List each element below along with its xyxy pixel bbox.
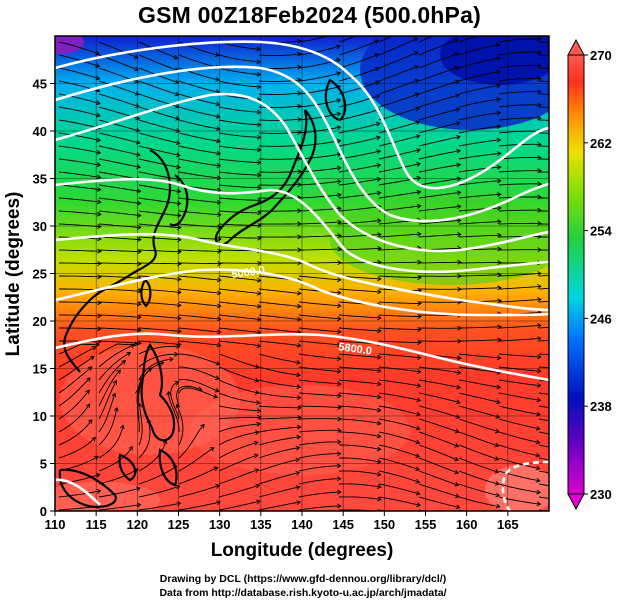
y-tick-label: 15: [33, 362, 47, 377]
x-tick-label: 115: [86, 517, 107, 532]
y-tick-label: 25: [33, 267, 47, 282]
x-tick-label: 130: [209, 517, 231, 532]
colorbar-tick-label: 238: [590, 399, 612, 414]
chart-title: GSM 00Z18Feb2024 (500.0hPa): [138, 2, 481, 28]
y-tick-label: 35: [33, 172, 47, 187]
contour-labels: 5000.0 5800.0: [231, 264, 373, 357]
colorbar-scale: [567, 54, 585, 495]
y-tick-label: 10: [33, 409, 47, 424]
y-tick-label: 40: [33, 124, 47, 139]
colorbar-tick-label: 246: [590, 311, 612, 326]
x-axis-label: Longitude (degrees): [211, 540, 394, 561]
colorbar-min-arrow: [567, 493, 585, 511]
credit-data: Data from http://database.rish.kyoto-u.a…: [159, 587, 447, 599]
credit-drawing: Drawing by DCL (https://www.gfd-dennou.o…: [159, 573, 447, 585]
x-tick-label: 155: [415, 517, 437, 532]
colorbar-tick-label: 254: [590, 224, 612, 239]
x-tick-label: 135: [250, 517, 272, 532]
y-axis-label: Latitude (degrees): [3, 192, 24, 357]
colorbar: 230 238 246 254 262 270: [567, 38, 612, 511]
x-tick-label: 120: [126, 517, 148, 532]
y-tick-label: 5: [40, 457, 47, 472]
colorbar-max-arrow: [567, 38, 585, 56]
colorbar-tick-label: 230: [590, 487, 612, 502]
contour-label-5000: 5000.0: [231, 264, 266, 281]
x-tick-label: 110: [45, 517, 66, 532]
colorbar-tick-label: 270: [590, 48, 612, 63]
wind-streamlines: [58, 36, 549, 511]
y-axis: 0 5 10 15 20 25 30 35 40 45: [33, 77, 55, 519]
x-tick-label: 145: [332, 517, 354, 532]
x-tick-label: 150: [373, 517, 395, 532]
x-tick-label: 125: [168, 517, 190, 532]
x-tick-label: 165: [497, 517, 519, 532]
x-tick-label: 160: [456, 517, 478, 532]
contour-label-5800: 5800.0: [338, 341, 373, 358]
x-tick-label: 140: [291, 517, 313, 532]
colorbar-tick-label: 262: [590, 136, 612, 151]
x-axis: 110 115 120 125 130 135 140 145 150 155 160 165: [45, 511, 519, 532]
y-tick-label: 0: [40, 504, 47, 519]
lat-lon-grid: [55, 36, 549, 511]
y-tick-label: 20: [33, 314, 47, 329]
height-contours: [55, 40, 549, 511]
y-tick-label: 30: [33, 219, 47, 234]
y-tick-label: 45: [33, 77, 47, 92]
